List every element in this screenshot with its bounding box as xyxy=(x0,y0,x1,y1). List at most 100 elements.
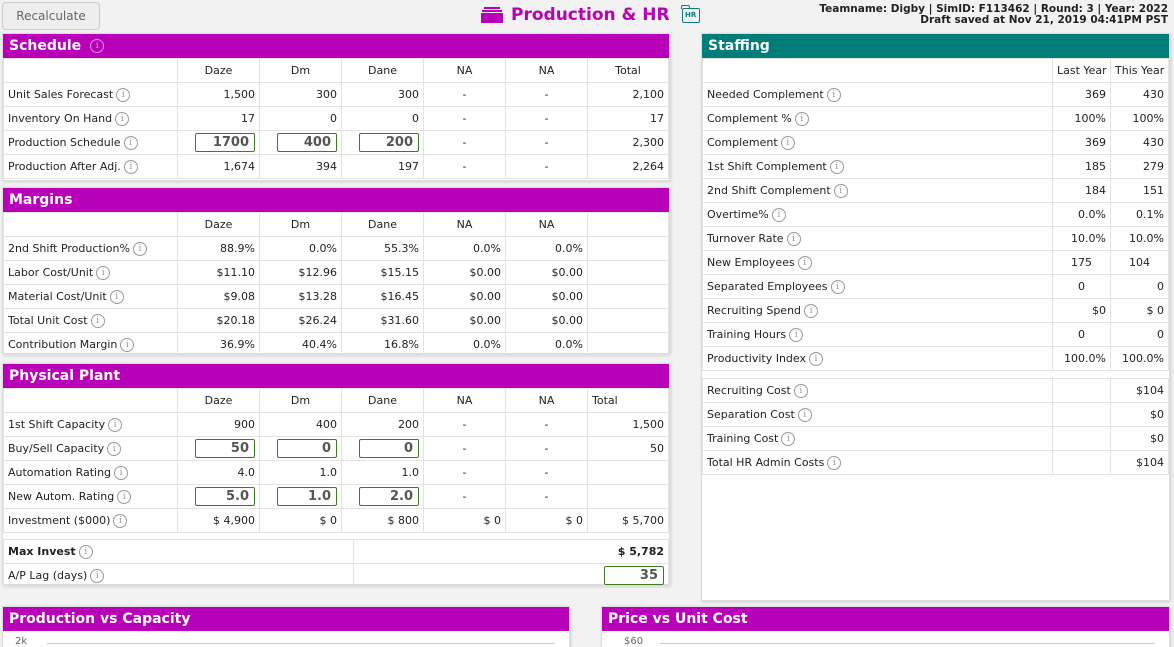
info-icon[interactable]: i xyxy=(833,183,848,198)
info-icon[interactable]: i xyxy=(96,265,111,280)
y-tick-label: 2k xyxy=(15,636,28,647)
info-icon[interactable]: i xyxy=(90,568,105,583)
info-icon[interactable]: i xyxy=(116,87,131,102)
cell: 0.0% xyxy=(505,332,588,357)
table-row: Recruiting Spend i $0 $ 0 xyxy=(702,298,1169,323)
info-icon[interactable]: i xyxy=(120,337,135,352)
buy-sell-capacity-daze-input[interactable]: 50 xyxy=(195,439,255,458)
row-label: Max Invest i xyxy=(3,539,354,564)
info-icon[interactable]: i xyxy=(809,351,823,366)
info-icon[interactable]: i xyxy=(827,455,842,470)
row-label: Unit Sales Forecast i xyxy=(3,82,178,107)
production-schedule-dm-input[interactable]: 400 xyxy=(277,133,337,152)
info-icon[interactable]: i xyxy=(132,241,147,256)
table-row: New Employees i 175 104 xyxy=(702,250,1169,275)
info-icon[interactable]: i xyxy=(117,489,132,504)
info-icon[interactable]: i xyxy=(780,135,795,150)
info-icon[interactable]: i xyxy=(830,279,845,294)
cell: 100% xyxy=(1110,106,1169,131)
column-header xyxy=(3,388,178,413)
info-icon[interactable]: i xyxy=(794,111,809,126)
cell: $20.18 xyxy=(177,308,260,333)
row-label: Inventory On Hand i xyxy=(3,106,178,131)
table-row: Turnover Rate i 10.0% 10.0% xyxy=(702,226,1169,251)
table-row: Investment ($000) i $ 4,900 $ 0 $ 800 $ 0… xyxy=(3,508,669,533)
cell: 0.0% xyxy=(423,236,506,261)
recalculate-button[interactable]: Recalculate xyxy=(2,2,100,30)
new-autom-rating-dm-input[interactable]: 1.0 xyxy=(277,487,337,506)
table-row: Total Unit Cost i $20.18 $26.24 $31.60 $0… xyxy=(3,308,669,333)
hr-costs-table: Recruiting Cost i $104 Separation Cost i $0 … xyxy=(702,378,1169,475)
cell xyxy=(587,308,669,333)
hr-folder-icon[interactable]: HR xyxy=(681,4,700,23)
cell: 100.0% xyxy=(1110,346,1169,371)
table-row: Training Hours i 0 0 xyxy=(702,322,1169,347)
buy-sell-capacity-dane-input[interactable]: 0 xyxy=(359,439,419,458)
info-icon[interactable]: i xyxy=(793,383,808,398)
info-icon[interactable]: i xyxy=(114,465,129,480)
cell: 100% xyxy=(1052,106,1111,131)
info-icon[interactable]: i xyxy=(771,207,786,222)
info-icon[interactable]: i xyxy=(108,417,123,432)
info-icon[interactable]: i xyxy=(90,313,105,328)
buy-sell-capacity-dm-input[interactable]: 0 xyxy=(277,439,337,458)
row-label: Training Cost i xyxy=(702,426,1053,451)
info-icon[interactable]: i xyxy=(109,289,124,304)
cell: 400 xyxy=(259,130,342,155)
column-header xyxy=(3,58,178,83)
production-schedule-dane-input[interactable]: 200 xyxy=(359,133,419,152)
production-schedule-daze-input[interactable]: 1700 xyxy=(195,133,255,152)
info-icon[interactable]: i xyxy=(826,87,841,102)
margins-table: Daze Dm Dane NA NA 2nd Shift Production%… xyxy=(3,212,669,357)
row-label: Investment ($000) i xyxy=(3,508,178,533)
production-vs-capacity-chart: Production vs Capacity 2k xyxy=(2,606,570,647)
cell: 900 xyxy=(177,412,260,437)
table-row: Buy/Sell Capacity i 50 0 0 - - 50 xyxy=(3,436,669,461)
table-row: Separated Employees i 0 0 xyxy=(702,274,1169,299)
table-header-row: Daze Dm Dane NA NA Total xyxy=(3,58,669,83)
cell: $ 4,900 xyxy=(177,508,260,533)
max-invest-value: $ 5,782 xyxy=(353,539,669,564)
margins-panel: Margins Daze Dm Dane NA NA 2nd Shift Pro… xyxy=(2,187,670,357)
info-icon[interactable]: i xyxy=(107,441,122,456)
row-label: Complement i xyxy=(702,130,1053,155)
info-icon[interactable]: i xyxy=(90,39,105,53)
info-icon[interactable]: i xyxy=(829,159,844,174)
info-icon[interactable]: i xyxy=(123,159,138,174)
cell: $16.45 xyxy=(341,284,424,309)
info-icon[interactable]: i xyxy=(789,327,804,342)
info-icon[interactable]: i xyxy=(781,431,796,446)
cell: 0 xyxy=(341,436,424,461)
cell: 35 xyxy=(353,563,669,588)
cell: 16.8% xyxy=(341,332,424,357)
ap-lag-input[interactable]: 35 xyxy=(604,566,664,585)
column-header: Daze xyxy=(177,388,260,413)
info-icon[interactable]: i xyxy=(797,407,812,422)
staffing-title: Staffing xyxy=(708,38,770,54)
physical-plant-header: Physical Plant xyxy=(3,364,669,388)
cell: 0.0% xyxy=(1052,202,1111,227)
table-row: Inventory On Hand i 17 0 0 - - 17 xyxy=(3,106,669,131)
cell: $0.00 xyxy=(423,308,506,333)
cell: $31.60 xyxy=(341,308,424,333)
cell: 0 xyxy=(1052,274,1111,299)
row-label: 1st Shift Complement i xyxy=(702,154,1053,179)
info-icon[interactable]: i xyxy=(115,111,130,126)
team-info: Teamname: Digby | SimID: F113462 | Round… xyxy=(819,4,1168,26)
margins-title: Margins xyxy=(9,192,73,208)
new-autom-rating-daze-input[interactable]: 5.0 xyxy=(195,487,255,506)
cell: 184 xyxy=(1052,178,1111,203)
new-autom-rating-dane-input[interactable]: 2.0 xyxy=(359,487,419,506)
info-icon[interactable]: i xyxy=(804,303,819,318)
column-header xyxy=(3,212,178,237)
cell: 197 xyxy=(341,154,424,179)
info-icon[interactable]: i xyxy=(786,231,801,246)
cell xyxy=(1052,378,1111,403)
info-icon[interactable]: i xyxy=(123,135,138,150)
cell: 10.0% xyxy=(1052,226,1111,251)
info-icon[interactable]: i xyxy=(797,255,812,270)
column-header: Total xyxy=(587,388,669,413)
cell: - xyxy=(505,484,588,509)
info-icon[interactable]: i xyxy=(78,544,93,559)
info-icon[interactable]: i xyxy=(113,513,128,528)
